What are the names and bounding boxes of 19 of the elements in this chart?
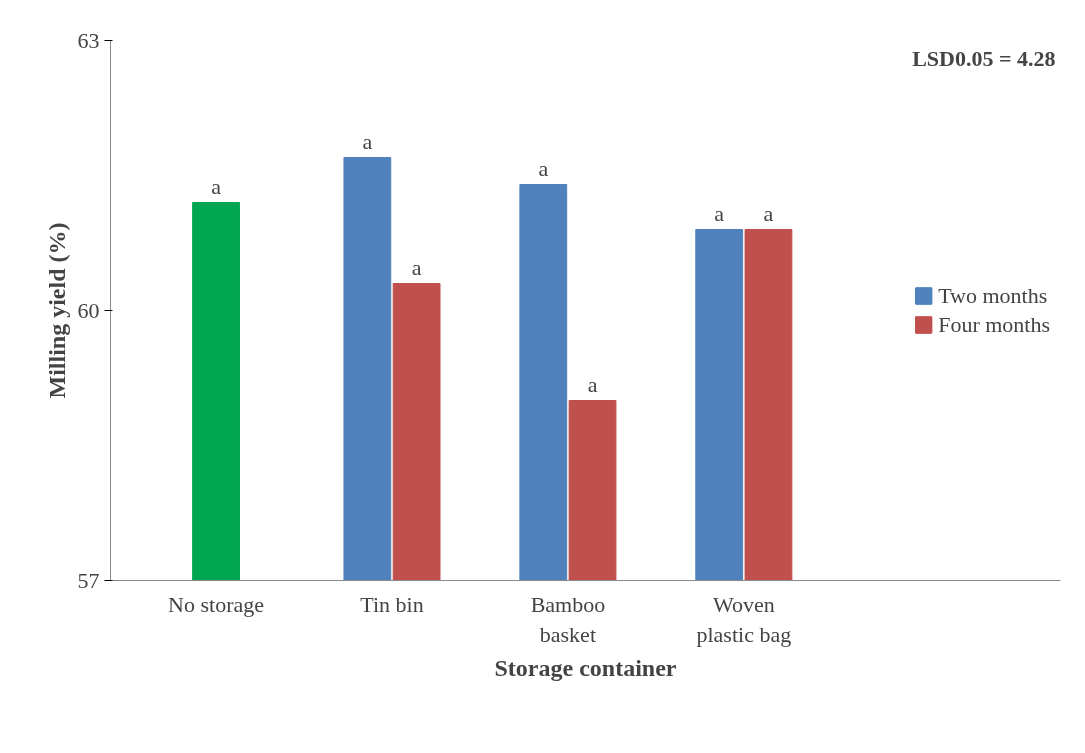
data-label: a (714, 200, 725, 226)
x-tick-label: No storage (168, 591, 265, 617)
y-tick-label: 63 (77, 27, 100, 53)
data-label: a (587, 371, 598, 397)
legend-label: Four months (938, 311, 1050, 338)
x-axis-title: Storage container (494, 654, 677, 681)
legend-label: Two months (938, 282, 1048, 309)
data-label: a (211, 173, 222, 199)
y-tick-label: 60 (77, 297, 100, 323)
data-label: a (362, 128, 373, 154)
x-tick-label: Bamboo basket (530, 591, 606, 647)
x-tick-label: Tin bin (360, 591, 424, 617)
text: LSD0.05 = 4.28 (912, 45, 1056, 71)
x-tick-label: Woven plastic bag (696, 591, 792, 647)
data-label: a (411, 254, 422, 280)
y-axis-title: Milling yield (%) (43, 222, 70, 399)
y-tick-label: 57 (77, 567, 100, 593)
data-label: a (538, 155, 549, 181)
data-label: a (763, 200, 774, 226)
